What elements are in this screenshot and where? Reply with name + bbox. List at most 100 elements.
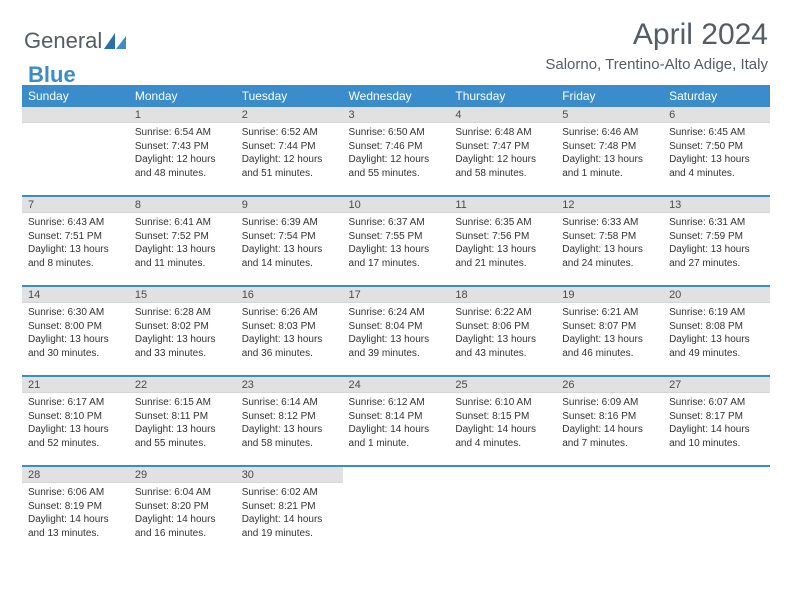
daylight-text: Daylight: 13 hours and 36 minutes. bbox=[242, 333, 339, 360]
day-number: 28 bbox=[22, 469, 40, 481]
daylight-text: Daylight: 14 hours and 13 minutes. bbox=[28, 513, 125, 540]
sunrise-text: Sunrise: 6:33 AM bbox=[562, 216, 659, 230]
brand-logo-line2: Blue bbox=[28, 62, 76, 88]
day-number-row: 11 bbox=[449, 197, 556, 213]
weekday-header: Thursday bbox=[449, 85, 556, 107]
daylight-text: Daylight: 13 hours and 49 minutes. bbox=[669, 333, 766, 360]
sunrise-text: Sunrise: 6:46 AM bbox=[562, 126, 659, 140]
sunset-text: Sunset: 7:58 PM bbox=[562, 230, 659, 244]
calendar-cell: 1 Sunrise: 6:54 AMSunset: 7:43 PMDaylight… bbox=[129, 107, 236, 197]
daylight-text: Daylight: 13 hours and 55 minutes. bbox=[135, 423, 232, 450]
day-number-row: 7 bbox=[22, 197, 129, 213]
day-number: 1 bbox=[129, 109, 141, 121]
sunset-text: Sunset: 7:59 PM bbox=[669, 230, 766, 244]
day-number-row: 16 bbox=[236, 287, 343, 303]
sunrise-text: Sunrise: 6:12 AM bbox=[349, 396, 446, 410]
day-data: Sunrise: 6:54 AMSunset: 7:43 PMDaylight:… bbox=[129, 123, 236, 182]
sunrise-text: Sunrise: 6:07 AM bbox=[669, 396, 766, 410]
sunrise-text: Sunrise: 6:09 AM bbox=[562, 396, 659, 410]
sunset-text: Sunset: 7:44 PM bbox=[242, 140, 339, 154]
calendar-cell: 17Sunrise: 6:24 AMSunset: 8:04 PMDayligh… bbox=[343, 287, 450, 377]
day-number-row: 17 bbox=[343, 287, 450, 303]
sunrise-text: Sunrise: 6:14 AM bbox=[242, 396, 339, 410]
calendar-cell: 13 Sunrise: 6:31 AMSunset: 7:59 PMDayligh… bbox=[663, 197, 770, 287]
sunset-text: Sunset: 8:04 PM bbox=[349, 320, 446, 334]
day-data: Sunrise: 6:14 AMSunset: 8:12 PMDaylight:… bbox=[236, 393, 343, 452]
day-number-row: 1 bbox=[129, 107, 236, 123]
day-number-row: 10 bbox=[343, 197, 450, 213]
calendar-week-row: 21Sunrise: 6:17 AMSunset: 8:10 PMDayligh… bbox=[22, 377, 770, 467]
calendar-cell: 19Sunrise: 6:21 AMSunset: 8:07 PMDayligh… bbox=[556, 287, 663, 377]
day-number-row bbox=[449, 467, 556, 483]
day-number: 6 bbox=[663, 109, 675, 121]
day-number: 13 bbox=[663, 199, 681, 211]
day-number: 23 bbox=[236, 379, 254, 391]
day-data: Sunrise: 6:52 AMSunset: 7:44 PMDaylight:… bbox=[236, 123, 343, 182]
sunrise-text: Sunrise: 6:02 AM bbox=[242, 486, 339, 500]
day-data: Sunrise: 6:12 AMSunset: 8:14 PMDaylight:… bbox=[343, 393, 450, 452]
day-number-row bbox=[343, 467, 450, 483]
daylight-text: Daylight: 13 hours and 39 minutes. bbox=[349, 333, 446, 360]
day-number-row bbox=[663, 467, 770, 483]
calendar-cell: 2 Sunrise: 6:52 AMSunset: 7:44 PMDaylight… bbox=[236, 107, 343, 197]
sunset-text: Sunset: 7:43 PM bbox=[135, 140, 232, 154]
day-data: Sunrise: 6:30 AMSunset: 8:00 PMDaylight:… bbox=[22, 303, 129, 362]
daylight-text: Daylight: 12 hours and 58 minutes. bbox=[455, 153, 552, 180]
day-data: Sunrise: 6:48 AMSunset: 7:47 PMDaylight:… bbox=[449, 123, 556, 182]
sunrise-text: Sunrise: 6:17 AM bbox=[28, 396, 125, 410]
calendar-cell bbox=[22, 107, 129, 197]
brand-logo: General bbox=[24, 28, 128, 54]
day-data: Sunrise: 6:07 AMSunset: 8:17 PMDaylight:… bbox=[663, 393, 770, 452]
title-block: April 2024 Salorno, Trentino-Alto Adige,… bbox=[545, 18, 768, 73]
sunset-text: Sunset: 7:54 PM bbox=[242, 230, 339, 244]
sunrise-text: Sunrise: 6:52 AM bbox=[242, 126, 339, 140]
day-data: Sunrise: 6:39 AMSunset: 7:54 PMDaylight:… bbox=[236, 213, 343, 272]
sunset-text: Sunset: 7:52 PM bbox=[135, 230, 232, 244]
day-number: 20 bbox=[663, 289, 681, 301]
sunset-text: Sunset: 7:47 PM bbox=[455, 140, 552, 154]
sunset-text: Sunset: 8:10 PM bbox=[28, 410, 125, 424]
daylight-text: Daylight: 13 hours and 4 minutes. bbox=[669, 153, 766, 180]
calendar-cell: 30Sunrise: 6:02 AMSunset: 8:21 PMDayligh… bbox=[236, 467, 343, 557]
daylight-text: Daylight: 13 hours and 27 minutes. bbox=[669, 243, 766, 270]
sunrise-text: Sunrise: 6:54 AM bbox=[135, 126, 232, 140]
calendar-cell: 4Sunrise: 6:48 AMSunset: 7:47 PMDaylight… bbox=[449, 107, 556, 197]
day-data: Sunrise: 6:37 AMSunset: 7:55 PMDaylight:… bbox=[343, 213, 450, 272]
calendar-cell: 24 Sunrise: 6:12 AMSunset: 8:14 PMDayligh… bbox=[343, 377, 450, 467]
day-number: 15 bbox=[129, 289, 147, 301]
daylight-text: Daylight: 14 hours and 16 minutes. bbox=[135, 513, 232, 540]
sunset-text: Sunset: 8:06 PM bbox=[455, 320, 552, 334]
sunset-text: Sunset: 8:08 PM bbox=[669, 320, 766, 334]
day-number-row: 29 bbox=[129, 467, 236, 483]
weekday-header: Wednesday bbox=[343, 85, 450, 107]
sunset-text: Sunset: 8:16 PM bbox=[562, 410, 659, 424]
sunrise-text: Sunrise: 6:30 AM bbox=[28, 306, 125, 320]
day-number: 16 bbox=[236, 289, 254, 301]
sunrise-text: Sunrise: 6:31 AM bbox=[669, 216, 766, 230]
weekday-header: Tuesday bbox=[236, 85, 343, 107]
day-number: 12 bbox=[556, 199, 574, 211]
day-data: Sunrise: 6:06 AMSunset: 8:19 PMDaylight:… bbox=[22, 483, 129, 542]
day-number: 24 bbox=[343, 379, 361, 391]
day-data: Sunrise: 6:21 AMSunset: 8:07 PMDaylight:… bbox=[556, 303, 663, 362]
day-number-row: 13 bbox=[663, 197, 770, 213]
day-data: Sunrise: 6:19 AMSunset: 8:08 PMDaylight:… bbox=[663, 303, 770, 362]
sunrise-text: Sunrise: 6:35 AM bbox=[455, 216, 552, 230]
day-data: Sunrise: 6:28 AMSunset: 8:02 PMDaylight:… bbox=[129, 303, 236, 362]
daylight-text: Daylight: 13 hours and 1 minute. bbox=[562, 153, 659, 180]
calendar-cell: 29Sunrise: 6:04 AMSunset: 8:20 PMDayligh… bbox=[129, 467, 236, 557]
day-number: 2 bbox=[236, 109, 248, 121]
daylight-text: Daylight: 12 hours and 51 minutes. bbox=[242, 153, 339, 180]
day-number-row: 14 bbox=[22, 287, 129, 303]
day-data: Sunrise: 6:22 AMSunset: 8:06 PMDaylight:… bbox=[449, 303, 556, 362]
weekday-header: Sunday bbox=[22, 85, 129, 107]
sunrise-text: Sunrise: 6:28 AM bbox=[135, 306, 232, 320]
day-data: Sunrise: 6:46 AMSunset: 7:48 PMDaylight:… bbox=[556, 123, 663, 182]
sunset-text: Sunset: 8:11 PM bbox=[135, 410, 232, 424]
daylight-text: Daylight: 13 hours and 21 minutes. bbox=[455, 243, 552, 270]
day-number-row: 12 bbox=[556, 197, 663, 213]
sunrise-text: Sunrise: 6:04 AM bbox=[135, 486, 232, 500]
day-number-row: 15 bbox=[129, 287, 236, 303]
daylight-text: Daylight: 13 hours and 33 minutes. bbox=[135, 333, 232, 360]
calendar-header-row: SundayMondayTuesdayWednesdayThursdayFrid… bbox=[22, 85, 770, 107]
